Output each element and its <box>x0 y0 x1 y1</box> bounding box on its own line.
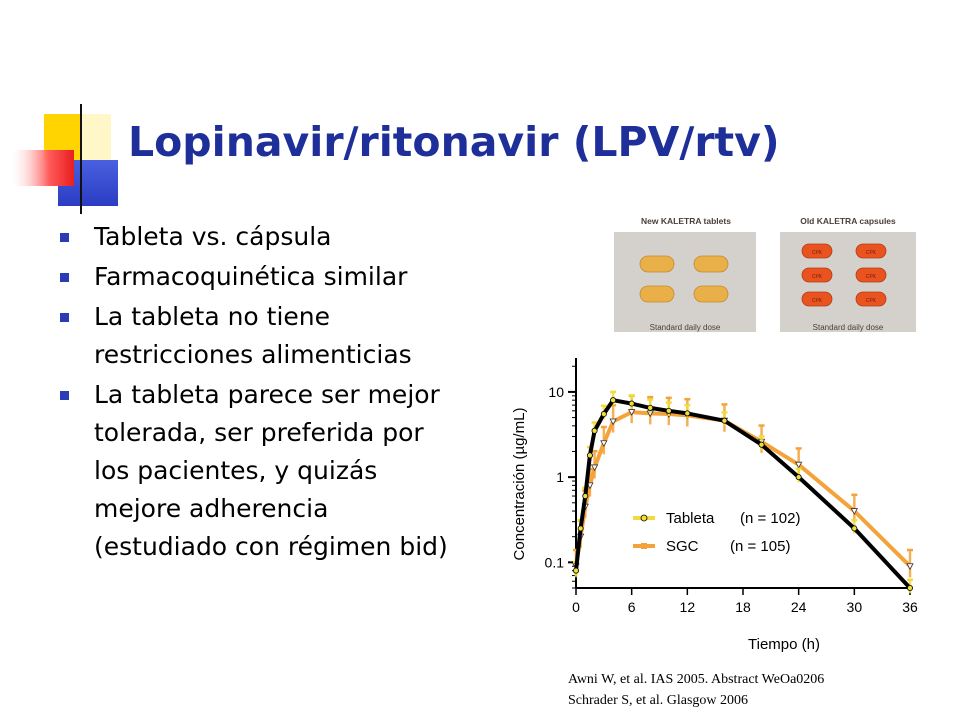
x-tick-label: 12 <box>680 599 696 615</box>
legend-label: SGC <box>666 538 699 555</box>
x-tick-label: 30 <box>847 599 863 615</box>
slide-title: Lopinavir/ritonavir (LPV/rtv) <box>128 118 780 166</box>
chart-axes: 0.1 1 10 0 6 12 18 24 30 36 <box>545 358 918 615</box>
tablets-panel <box>614 232 756 332</box>
data-point-tableta <box>758 441 765 448</box>
data-point-tableta <box>573 567 580 574</box>
tablets-caption: New KALETRA tablets <box>641 216 731 226</box>
tablet-pill <box>639 255 675 273</box>
square-bullet-icon <box>60 313 69 322</box>
bullet-item: Tableta vs. cápsula <box>58 218 458 256</box>
legend-marker <box>641 543 647 549</box>
y-axis-label: Concentración (µg/mL) <box>511 408 528 561</box>
y-tick-label: 0.1 <box>545 554 565 570</box>
data-point-tableta <box>795 474 802 481</box>
tablet-pill <box>693 285 729 303</box>
data-point-tableta <box>851 525 858 532</box>
capsule-pill <box>801 267 833 283</box>
data-point-tableta <box>582 493 589 500</box>
bullet-text: Tableta vs. cápsula <box>94 222 332 251</box>
data-point-tableta <box>600 411 607 418</box>
x-tick-label: 6 <box>628 599 636 615</box>
data-point-tableta <box>647 404 654 411</box>
bullet-item: La tableta parece ser mejor tolerada, se… <box>58 376 458 566</box>
data-point-sgc <box>850 508 859 515</box>
data-point-tableta <box>665 407 672 414</box>
kaletra-product-photo: New KALETRA tablets Old KALETRA capsules… <box>610 216 920 340</box>
capsule-imprint: CPK <box>866 298 877 304</box>
legend-n: (n = 102) <box>740 510 800 527</box>
chart-legend: Tableta (n = 102) SGC (n = 105) <box>633 510 800 555</box>
pk-line-chart: 0.1 1 10 0 6 12 18 24 30 36 Tableta (n = 102) SGC (n… <box>511 358 918 653</box>
capsule-imprint: CPK <box>866 250 877 256</box>
capsules-group: CPK CPK CPK CPK CPK CPK <box>801 243 887 307</box>
capsule-pill <box>855 267 887 283</box>
bullet-text: Farmacoquinética similar <box>94 262 408 291</box>
bullet-text: La tableta parece ser mejor tolerada, se… <box>94 380 448 561</box>
references: Awni W, et al. IAS 2005. Abstract WeOa02… <box>568 669 824 711</box>
capsules-caption: Old KALETRA capsules <box>800 216 896 226</box>
square-bullet-icon <box>60 233 69 242</box>
legend-n: (n = 105) <box>730 538 790 555</box>
reference-line: Schrader S, et al. Glasgow 2006 <box>568 693 749 708</box>
data-point-sgc <box>627 409 636 416</box>
capsule-imprint: CPK <box>812 298 823 304</box>
capsule-pill <box>801 243 833 259</box>
capsule-imprint: CPK <box>812 250 823 256</box>
capsule-imprint: CPK <box>812 274 823 280</box>
x-tick-label: 36 <box>902 599 918 615</box>
series-line-tableta <box>574 398 912 590</box>
tablets-footer: Standard daily dose <box>650 323 721 332</box>
capsule-imprint: CPK <box>866 274 877 280</box>
capsule-pill <box>855 243 887 259</box>
y-tick-label: 10 <box>548 384 564 400</box>
data-point-sgc <box>609 418 617 426</box>
bullet-item: La tableta no tiene restricciones alimen… <box>58 298 458 374</box>
tablets-group <box>639 255 729 303</box>
data-point-sgc <box>590 464 599 472</box>
bullet-text: La tableta no tiene restricciones alimen… <box>94 302 412 369</box>
y-tick-label: 1 <box>556 469 564 485</box>
red-square <box>12 150 74 186</box>
x-tick-label: 0 <box>572 599 580 615</box>
reference-line: Awni W, et al. IAS 2005. Abstract WeOa02… <box>568 672 825 687</box>
bullet-item: Farmacoquinética similar <box>58 258 458 296</box>
x-axis-label: Tiempo (h) <box>748 636 820 653</box>
legend-marker <box>640 514 648 522</box>
data-point-sgc <box>906 563 914 571</box>
data-point-tableta <box>628 400 635 407</box>
data-point-tableta <box>577 525 584 532</box>
square-bullet-icon <box>60 391 69 400</box>
capsules-footer: Standard daily dose <box>813 323 884 332</box>
bullet-list: Tableta vs. cápsula Farmacoquinética sim… <box>58 218 458 568</box>
data-point-tableta <box>906 584 913 591</box>
data-point-tableta <box>591 427 598 434</box>
chart-series <box>572 390 914 594</box>
capsule-pill <box>801 291 833 307</box>
capsules-panel <box>780 232 916 332</box>
tablet-pill <box>693 255 729 273</box>
data-point-tableta <box>684 410 691 417</box>
data-point-tableta <box>721 417 728 424</box>
capsule-pill <box>855 291 887 307</box>
square-bullet-icon <box>60 273 69 282</box>
x-tick-label: 18 <box>735 599 751 615</box>
tablet-pill <box>639 285 675 303</box>
x-tick-label: 24 <box>791 599 807 615</box>
data-point-tableta <box>610 397 617 404</box>
legend-label: Tableta <box>666 510 715 527</box>
data-point-sgc <box>794 461 803 469</box>
data-point-sgc <box>600 440 608 448</box>
data-point-tableta <box>586 452 593 459</box>
